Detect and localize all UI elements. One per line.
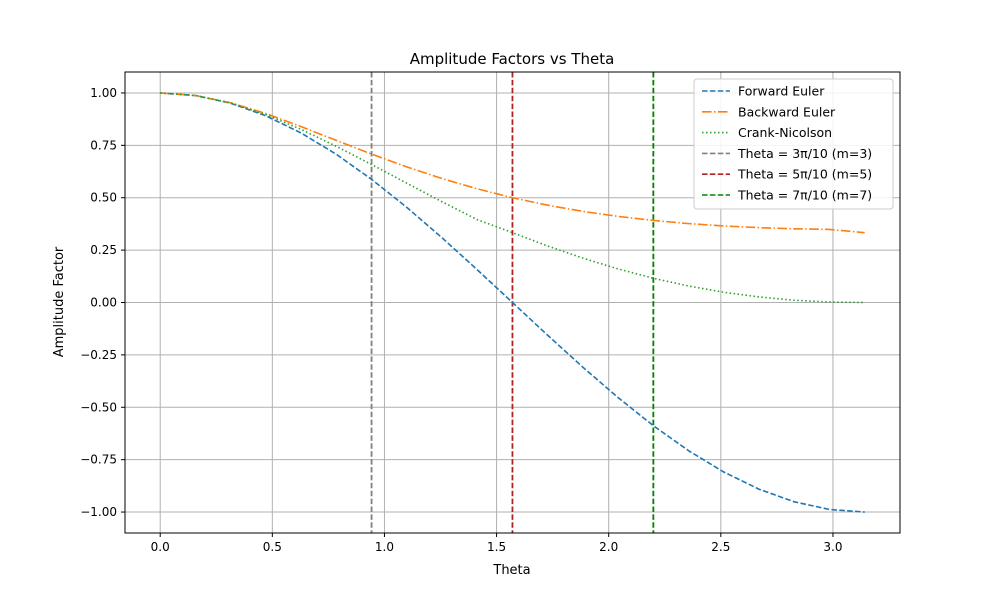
x-tick-label: 2.5	[711, 540, 730, 554]
y-axis-ticks: 1.00 0.75 0.50 0.25 0.00 −0.25 −0.50 −0.75 −1.00	[80, 86, 125, 519]
y-tick-label: 1.00	[90, 86, 117, 100]
x-tick-label: 2.0	[599, 540, 618, 554]
x-tick-label: 0.0	[151, 540, 170, 554]
legend-label: Crank-Nicolson	[738, 125, 832, 140]
y-tick-label: 0.50	[90, 191, 117, 205]
legend-label: Theta = 7π/10 (m=7)	[737, 188, 872, 203]
legend: Forward Euler Backward Euler Crank-Nicolso…	[693, 78, 894, 210]
y-tick-label: −0.50	[80, 400, 117, 414]
legend-label: Backward Euler	[738, 104, 836, 119]
legend-label: Theta = 5π/10 (m=5)	[737, 167, 872, 182]
y-tick-label: −1.00	[80, 505, 117, 519]
y-tick-label: 0.75	[90, 138, 117, 152]
x-tick-label: 0.5	[263, 540, 282, 554]
legend-box	[693, 78, 894, 210]
chart-title: Amplitude Factors vs Theta	[410, 50, 615, 68]
y-tick-label: 0.00	[90, 296, 117, 310]
x-tick-label: 1.0	[375, 540, 394, 554]
y-tick-label: −0.75	[80, 453, 117, 467]
series-line	[160, 92, 865, 234]
legend-label: Forward Euler	[738, 84, 825, 99]
y-tick-label: −0.25	[80, 348, 117, 362]
x-axis-label: Theta	[492, 563, 530, 578]
series-lines	[160, 92, 865, 513]
series-line	[160, 92, 865, 304]
series-line	[160, 92, 865, 513]
x-tick-label: 3.0	[823, 540, 842, 554]
x-axis-ticks: 0.0 0.5 1.0 1.5 2.0 2.5 3.0	[151, 533, 842, 554]
legend-items: Forward Euler Backward Euler Crank-Nicolso…	[702, 84, 872, 203]
x-tick-label: 1.5	[487, 540, 506, 554]
y-axis-label: Amplitude Factor	[52, 246, 67, 357]
legend-label: Theta = 3π/10 (m=3)	[737, 146, 872, 161]
y-tick-label: 0.25	[90, 243, 117, 257]
